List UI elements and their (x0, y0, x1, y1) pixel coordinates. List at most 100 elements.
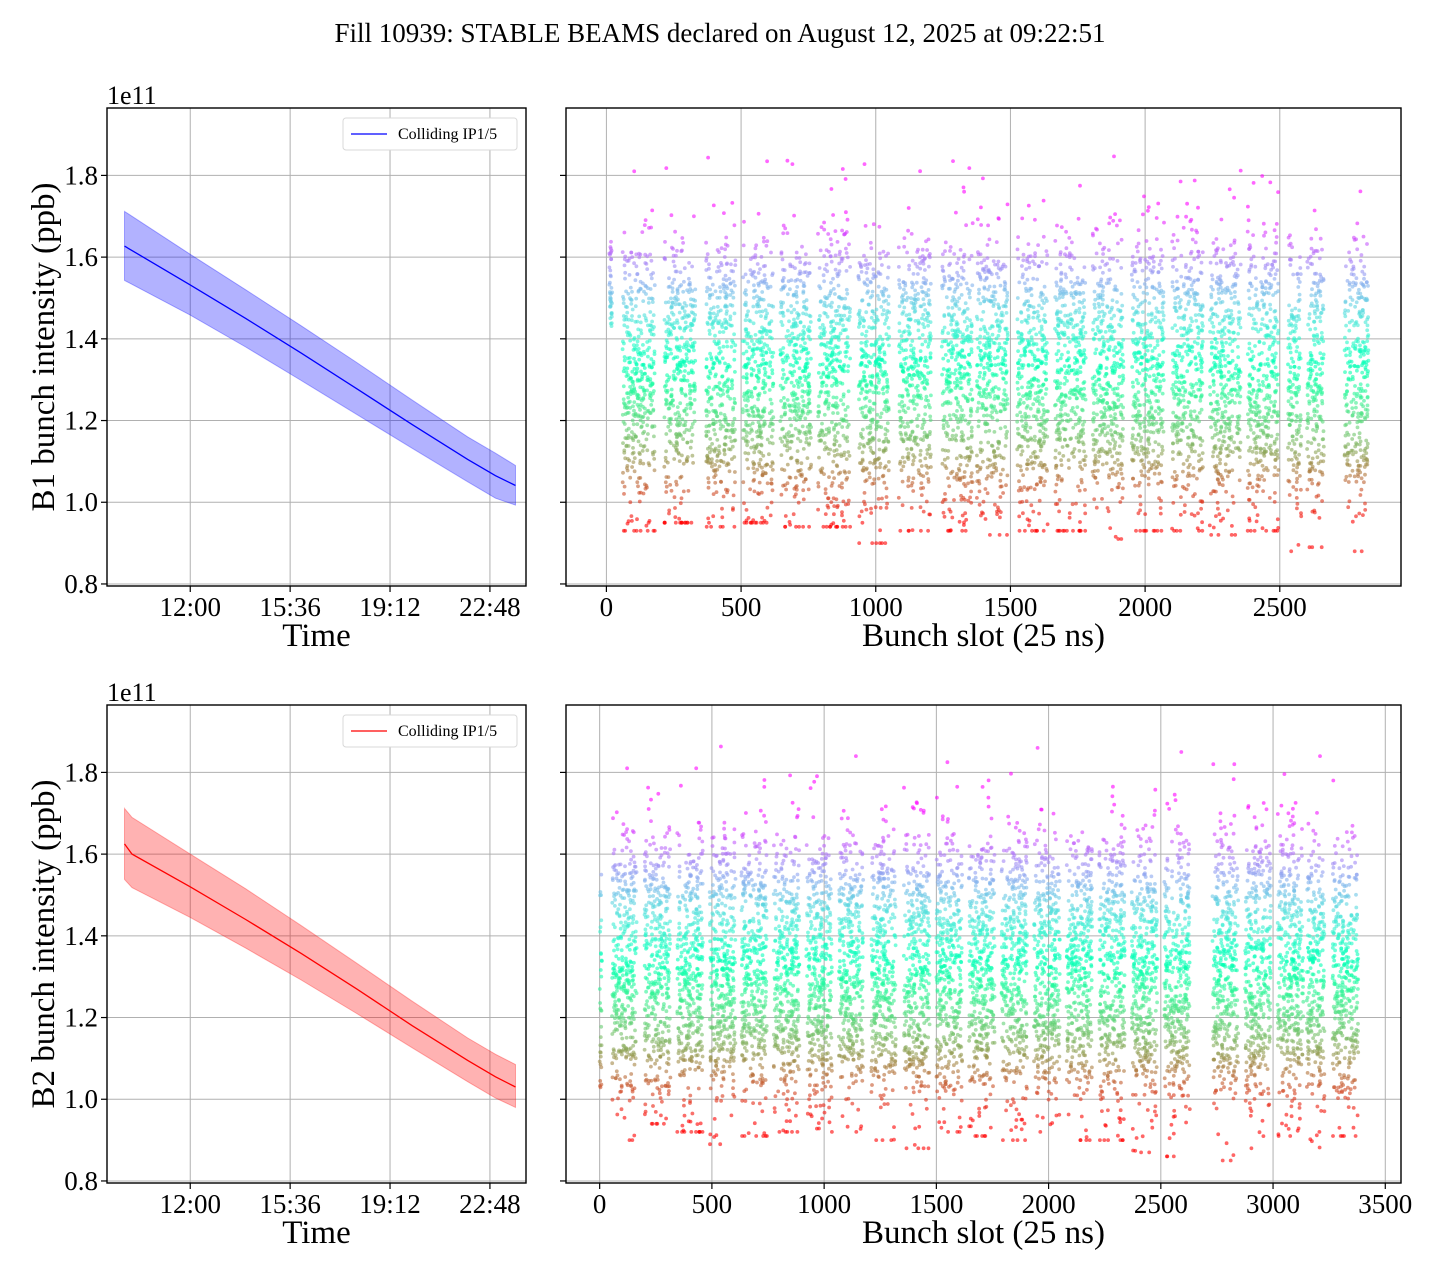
bunch-point (649, 225, 653, 230)
bunch-point (756, 211, 761, 216)
bunch-point (867, 325, 871, 330)
bunch-point (1075, 377, 1080, 382)
bunch-point (1059, 463, 1064, 467)
bunch-point (650, 327, 655, 332)
bunch-point (929, 465, 933, 469)
bunch-point (918, 505, 923, 510)
bunch-point (885, 501, 889, 506)
bunch-point (985, 383, 990, 387)
bunch-point (768, 364, 772, 368)
bunch-point (1083, 454, 1088, 459)
bunch-point (862, 253, 866, 258)
bunch-point (1070, 240, 1074, 245)
bunch-point (901, 330, 906, 335)
bunch-point (807, 401, 812, 406)
bunch-point (730, 378, 734, 382)
bunch-point (680, 453, 684, 458)
bunch-point (878, 334, 882, 339)
bunch-point (875, 293, 880, 298)
bunch-point (964, 328, 969, 332)
bunch-point (1038, 389, 1043, 394)
bunch-point (726, 322, 731, 327)
bunch-point (625, 310, 630, 315)
bunch-point (757, 370, 761, 375)
bunch-point (882, 439, 887, 444)
bunch-point (927, 443, 932, 448)
bunch-point (746, 466, 750, 471)
bunch-point (907, 263, 912, 268)
bunch-point (768, 329, 773, 334)
bunch-point (867, 359, 871, 364)
bunch-point (746, 361, 751, 366)
bunch-point (969, 500, 974, 505)
bunch-point (682, 309, 687, 314)
bunch-point (687, 276, 691, 281)
bunch-point (865, 277, 870, 282)
bunch-point (806, 381, 810, 385)
bunch-point (1021, 272, 1025, 277)
b1-y-offset-label: 1e11 (107, 81, 157, 110)
bunch-point (1077, 290, 1082, 295)
bunch-point (873, 363, 877, 368)
bunch-point (627, 256, 632, 261)
bunch-point (1076, 350, 1081, 355)
bunch-point (968, 295, 972, 300)
bunch-point (1055, 358, 1060, 363)
bunch-point (757, 393, 761, 398)
bunch-point (1036, 313, 1041, 318)
bunch-point (669, 416, 673, 421)
bunch-point (1104, 366, 1109, 370)
bunch-point (1100, 259, 1105, 264)
bunch-point (639, 377, 644, 382)
bunch-point (816, 414, 821, 419)
bunch-point (833, 229, 838, 234)
bunch-point (910, 462, 915, 467)
bunch-point (669, 296, 673, 301)
bunch-point (833, 267, 838, 272)
bunch-point (709, 402, 714, 407)
bunch-point (608, 316, 613, 321)
bunch-point (744, 434, 749, 438)
bunch-point (1060, 445, 1065, 449)
bunch-point (713, 469, 717, 474)
bunch-point (785, 440, 790, 445)
bunch-point (781, 360, 786, 365)
bunch-point (993, 341, 997, 346)
bunch-point (691, 297, 696, 302)
bunch-point (905, 421, 910, 425)
x-tick-label: 12:00 (159, 592, 221, 622)
bunch-point (979, 440, 983, 445)
bunch-point (1041, 403, 1045, 407)
bunch-point (679, 496, 684, 501)
bunch-point (645, 378, 650, 383)
bunch-point (1111, 257, 1115, 261)
bunch-point (715, 454, 720, 459)
bunch-point (720, 356, 725, 361)
bunch-point (1083, 503, 1087, 508)
bunch-point (621, 339, 625, 344)
bunch-point (915, 424, 920, 428)
bunch-point (857, 541, 862, 545)
bunch-point (902, 460, 907, 464)
bunch-point (822, 300, 827, 305)
bunch-point (879, 369, 883, 373)
bunch-point (672, 326, 676, 330)
bunch-point (1071, 302, 1076, 306)
bunch-point (1095, 412, 1099, 417)
bunch-point (1103, 426, 1107, 430)
bunch-point (946, 476, 950, 480)
bunch-point (807, 384, 811, 389)
bunch-point (994, 271, 999, 276)
bunch-point (829, 259, 834, 264)
bunch-point (771, 422, 775, 427)
bunch-point (635, 402, 640, 407)
bunch-point (906, 451, 911, 456)
bunch-point (1105, 388, 1109, 392)
bunch-point (645, 423, 650, 428)
bunch-point (729, 344, 734, 349)
bunch-point (770, 441, 775, 446)
bunch-train (896, 169, 933, 533)
bunch-point (941, 283, 946, 287)
bunch-point (631, 446, 635, 450)
bunch-point (840, 381, 845, 386)
